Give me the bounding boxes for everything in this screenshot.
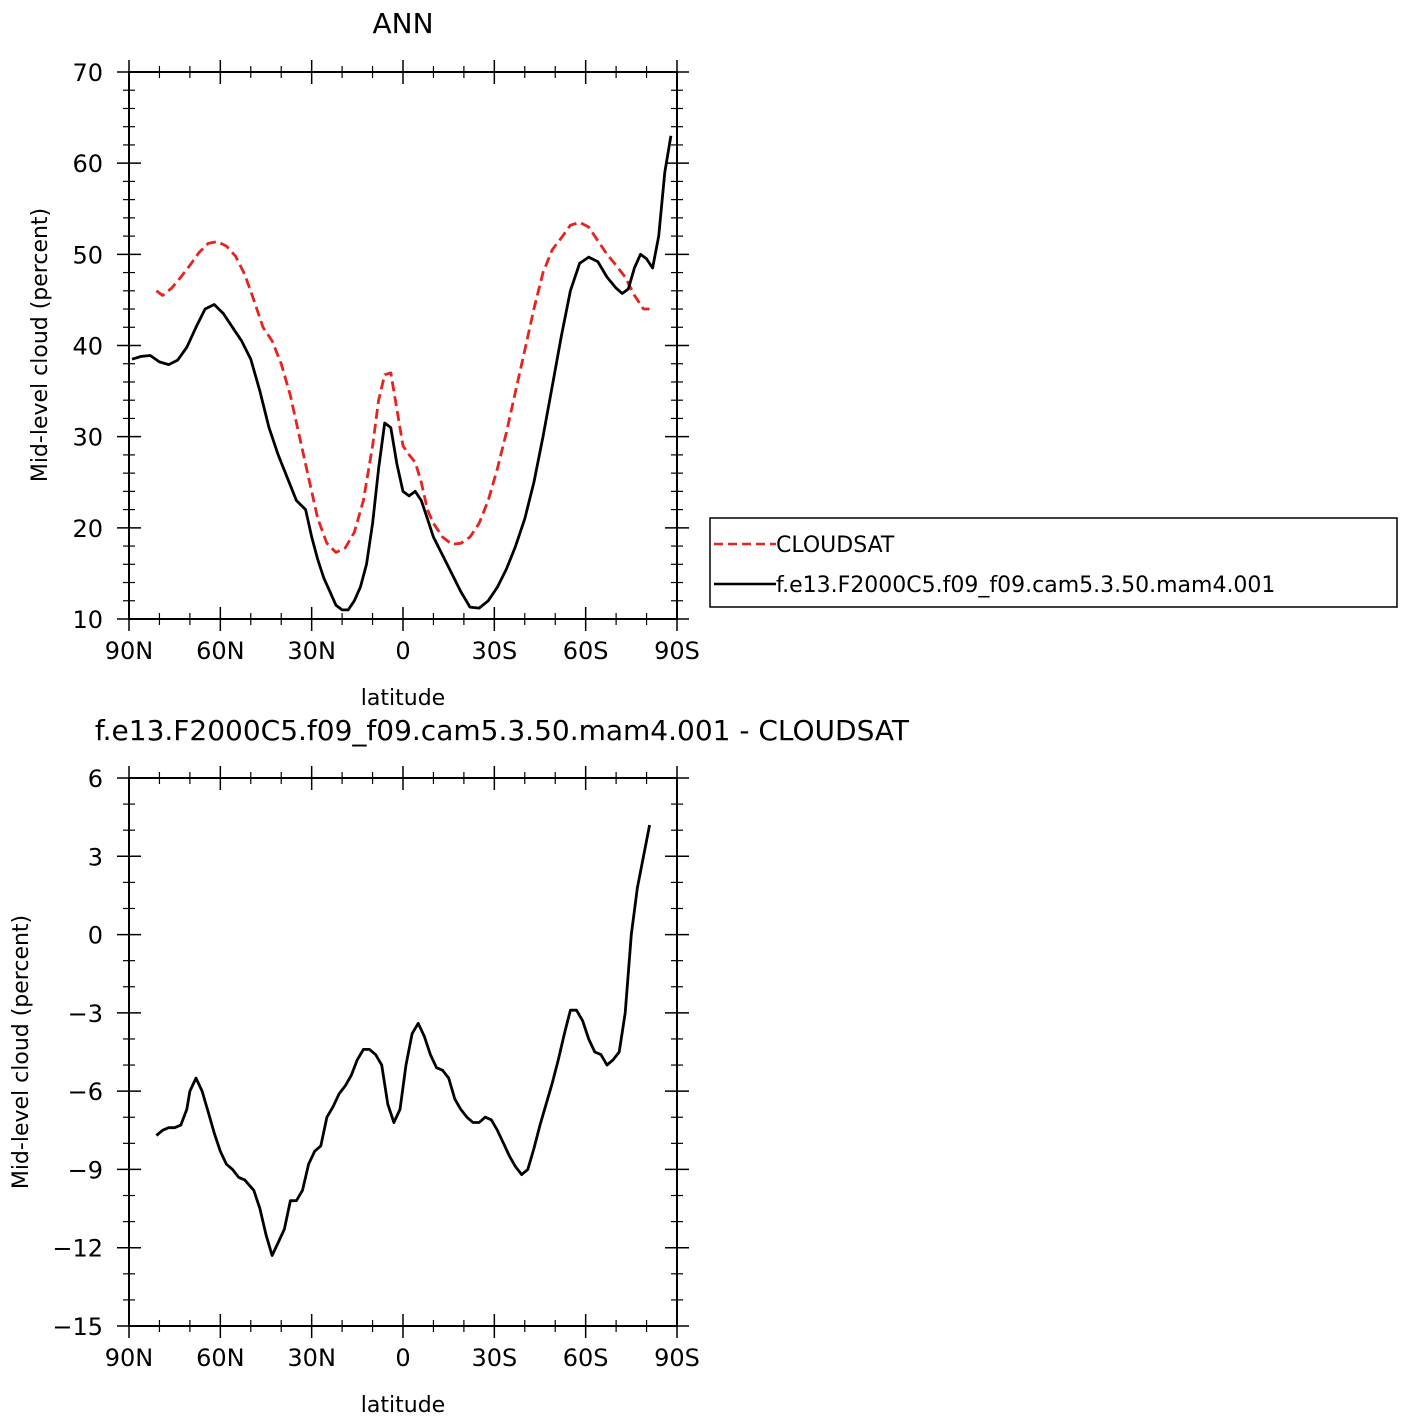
top-y-axis-label: Mid-level cloud (percent) [28, 208, 53, 482]
y-tick-label: −3 [68, 1000, 103, 1028]
x-tick-label: 90N [105, 637, 154, 665]
legend: CLOUDSAT f.e13.F2000C5.f09_f09.cam5.3.50… [709, 517, 1398, 608]
top-x-axis-label: latitude [361, 686, 445, 711]
y-tick-label: 10 [72, 606, 103, 634]
top-axis-ticks [117, 60, 689, 631]
bottom-axis-ticks [117, 766, 689, 1338]
x-tick-label: 60S [563, 637, 609, 665]
x-tick-label: 30S [471, 1344, 517, 1372]
x-tick-label: 90N [105, 1344, 154, 1372]
bottom-y-tick-labels: −15 −12 −9 −6 −3 0 3 6 [52, 765, 103, 1341]
top-y-tick-labels: 10 20 30 40 50 60 70 [72, 59, 103, 634]
y-tick-label: 20 [72, 515, 103, 543]
top-line-chart: ANN 90N 60N 30N 0 30S 60S 90S 10 20 30 40 50 60 70 l… [28, 7, 1398, 711]
bottom-line-chart: f.e13.F2000C5.f09_f09.cam5.3.50.mam4.001… [9, 714, 910, 1418]
y-tick-label: 30 [72, 424, 103, 452]
y-tick-label: 6 [88, 765, 103, 793]
y-tick-label: 70 [72, 59, 103, 87]
x-tick-label: 90S [654, 637, 700, 665]
bottom-x-tick-labels: 90N 60N 30N 0 30S 60S 90S [105, 1344, 700, 1372]
x-tick-label: 90S [654, 1344, 700, 1372]
y-tick-label: −12 [52, 1235, 103, 1263]
top-plot-frame [128, 71, 678, 620]
x-tick-label: 30N [287, 637, 336, 665]
legend-label-model: f.e13.F2000C5.f09_f09.cam5.3.50.mam4.001 [776, 573, 1275, 598]
x-tick-label: 60S [563, 1344, 609, 1372]
y-tick-label: −15 [52, 1313, 103, 1341]
top-chart-title: ANN [372, 7, 433, 40]
legend-label-cloudsat: CLOUDSAT [776, 533, 895, 558]
y-tick-label: −6 [68, 1078, 103, 1106]
series-line-0 [155, 221, 650, 554]
top-x-tick-labels: 90N 60N 30N 0 30S 60S 90S [105, 637, 700, 665]
y-tick-label: 40 [72, 333, 103, 361]
legend-box [709, 517, 1398, 608]
x-tick-label: 60N [196, 1344, 245, 1372]
bottom-x-axis-label: latitude [361, 1393, 445, 1418]
y-tick-label: 50 [72, 241, 103, 269]
x-tick-label: 0 [395, 637, 410, 665]
series-line-0 [155, 824, 651, 1257]
bottom-y-axis-label: Mid-level cloud (percent) [9, 915, 34, 1189]
bottom-series-group [155, 824, 651, 1257]
bottom-chart-title: f.e13.F2000C5.f09_f09.cam5.3.50.mam4.001… [95, 714, 910, 747]
x-tick-label: 30N [287, 1344, 336, 1372]
x-tick-label: 0 [395, 1344, 410, 1372]
series-line-1 [131, 135, 673, 612]
y-tick-label: 0 [88, 922, 103, 950]
y-tick-label: −9 [68, 1156, 103, 1184]
y-tick-label: 60 [72, 150, 103, 178]
top-series-group [131, 135, 673, 612]
y-tick-label: 3 [88, 843, 103, 871]
x-tick-label: 30S [471, 637, 517, 665]
x-tick-label: 60N [196, 637, 245, 665]
